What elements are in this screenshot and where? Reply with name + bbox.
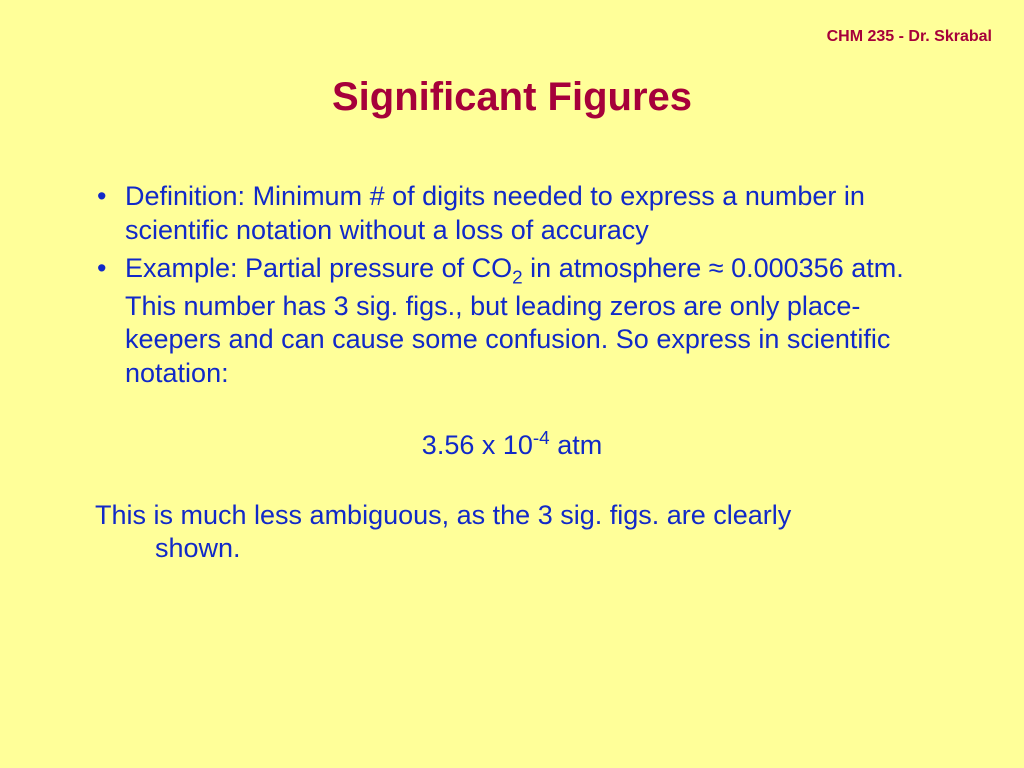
scientific-notation-line: 3.56 x 10-4 atm <box>95 427 929 463</box>
slide-content: Definition: Minimum # of digits needed t… <box>0 120 1024 566</box>
subscript-2: 2 <box>512 267 523 288</box>
closing-line1: This is much less ambiguous, as the 3 si… <box>95 500 791 530</box>
bullet-example: Example: Partial pressure of CO2 in atmo… <box>95 252 929 391</box>
bullet-list: Definition: Minimum # of digits needed t… <box>95 180 929 391</box>
bullet-definition: Definition: Minimum # of digits needed t… <box>95 180 929 248</box>
example-prefix: Example: Partial pressure of CO <box>125 253 512 283</box>
course-header: CHM 235 - Dr. Skrabal <box>827 28 992 46</box>
sci-prefix: 3.56 x 10 <box>422 430 533 460</box>
closing-text: This is much less ambiguous, as the 3 si… <box>95 499 929 567</box>
slide-title: Significant Figures <box>0 0 1024 120</box>
sci-suffix: atm <box>550 430 603 460</box>
bullet-text: Definition: Minimum # of digits needed t… <box>125 181 865 245</box>
closing-line2: shown. <box>95 532 929 566</box>
sci-exponent: -4 <box>533 428 550 449</box>
